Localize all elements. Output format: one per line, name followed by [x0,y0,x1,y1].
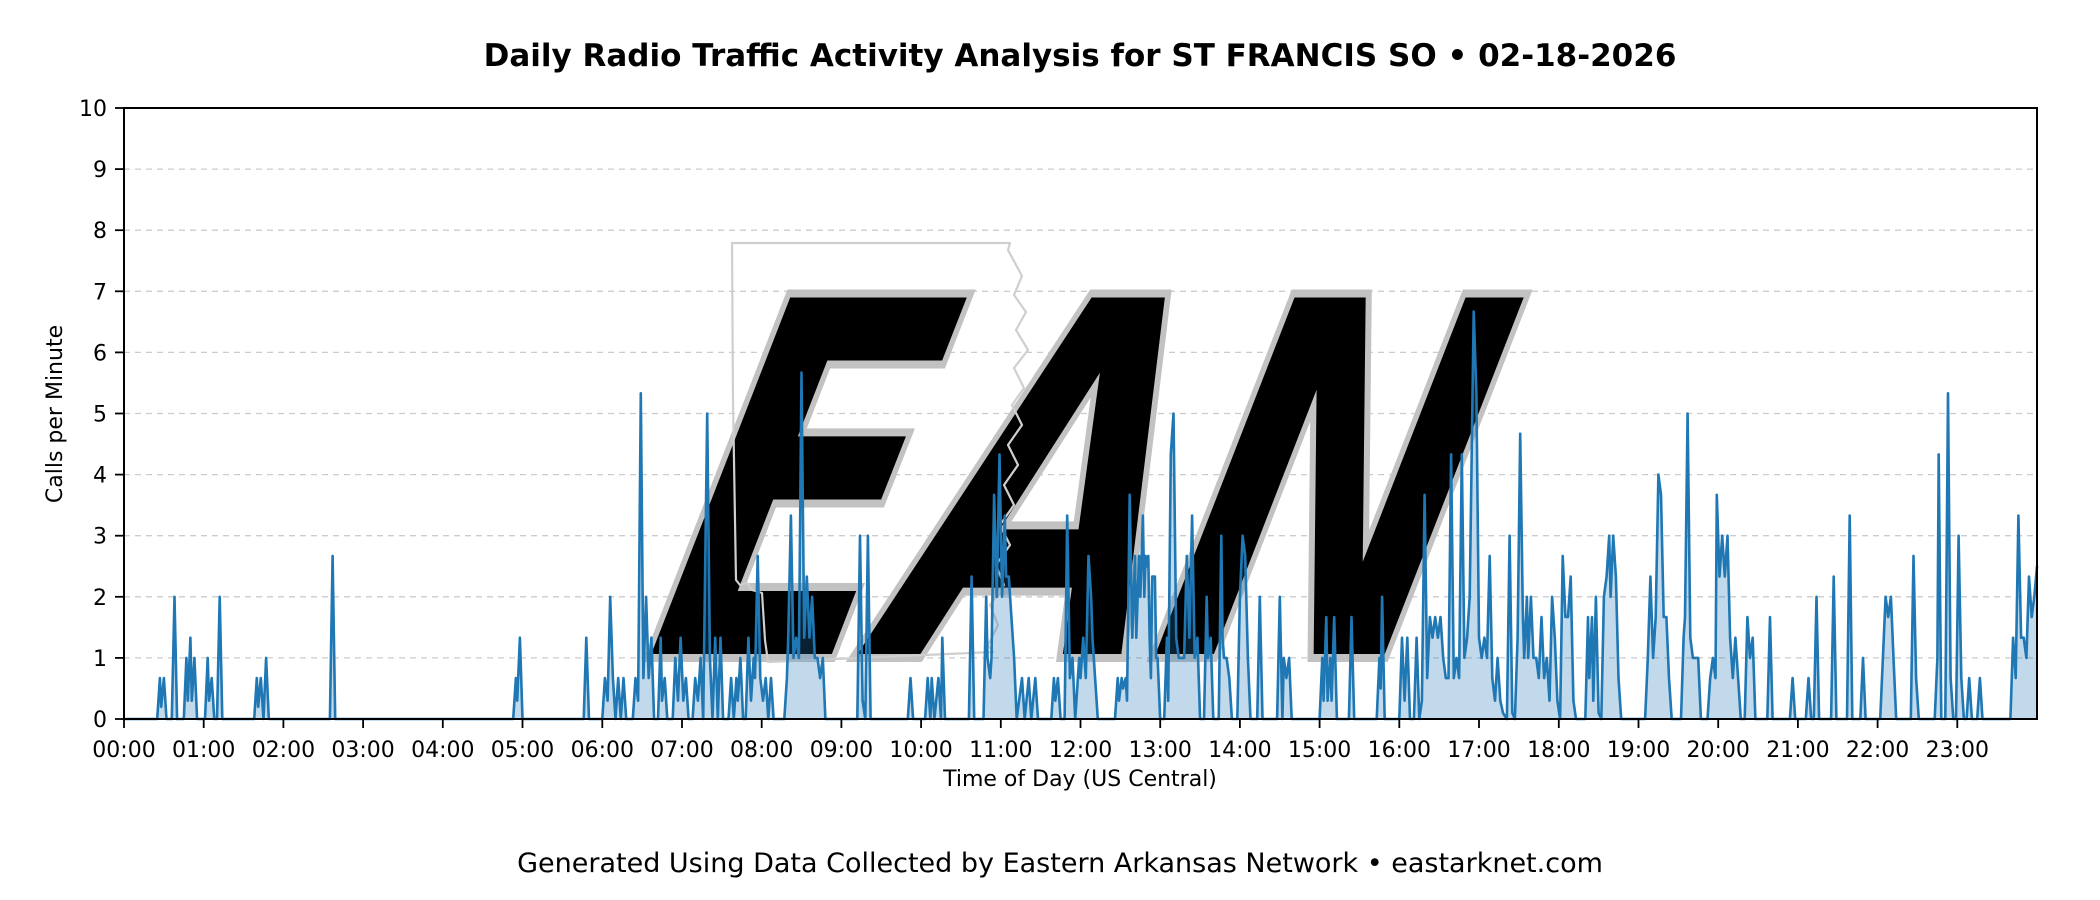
x-tick-label: 23:00 [1926,738,1989,763]
x-tick-label: 20:00 [1686,738,1749,763]
y-tick-label: 4 [93,464,107,489]
x-tick-label: 03:00 [331,738,394,763]
x-tick-label: 10:00 [889,738,952,763]
tick-labels: 00:00 01:00 02:00 03:00 04:00 05:00 06:00 07:00… [79,97,1989,763]
y-tick-label: 3 [93,525,107,550]
x-tick-label: 06:00 [571,738,634,763]
x-tick-label: 00:00 [92,738,155,763]
x-tick-label: 05:00 [491,738,554,763]
y-axis-label: Calls per Minute [43,325,68,503]
x-tick-label: 19:00 [1607,738,1670,763]
x-tick-label: 08:00 [730,738,793,763]
y-tick-label: 0 [93,708,107,733]
x-tick-label: 01:00 [172,738,235,763]
x-tick-label: 13:00 [1128,738,1191,763]
x-tick-label: 22:00 [1846,738,1909,763]
x-tick-label: 18:00 [1527,738,1590,763]
watermark: EAN [606,190,1561,779]
x-tick-label: 12:00 [1049,738,1112,763]
x-tick-label: 14:00 [1208,738,1271,763]
x-tick-label: 11:00 [969,738,1032,763]
x-tick-label: 09:00 [810,738,873,763]
x-tick-label: 04:00 [411,738,474,763]
series-line [122,310,2039,721]
x-tick-label: 17:00 [1447,738,1510,763]
y-tick-label: 9 [93,158,107,183]
y-tick-label: 10 [79,97,107,122]
x-axis-label: Time of Day (US Central) [942,767,1217,792]
y-tick-label: 6 [93,341,107,366]
y-tick-label: 2 [93,586,107,611]
footer-credit: Generated Using Data Collected by Easter… [517,848,1603,879]
ean-watermark-text: EAN [610,193,1558,776]
axes-frame [115,107,2038,728]
x-tick-label: 16:00 [1368,738,1431,763]
x-tick-label: 07:00 [650,738,713,763]
y-tick-label: 8 [93,219,107,244]
chart-title: Daily Radio Traffic Activity Analysis fo… [484,38,1677,74]
y-tick-label: 7 [93,280,107,305]
x-tick-label: 02:00 [252,738,315,763]
x-tick-label: 15:00 [1288,738,1351,763]
x-tick-label: 21:00 [1766,738,1829,763]
y-tick-label: 5 [93,403,107,428]
y-tick-label: 1 [93,647,107,672]
